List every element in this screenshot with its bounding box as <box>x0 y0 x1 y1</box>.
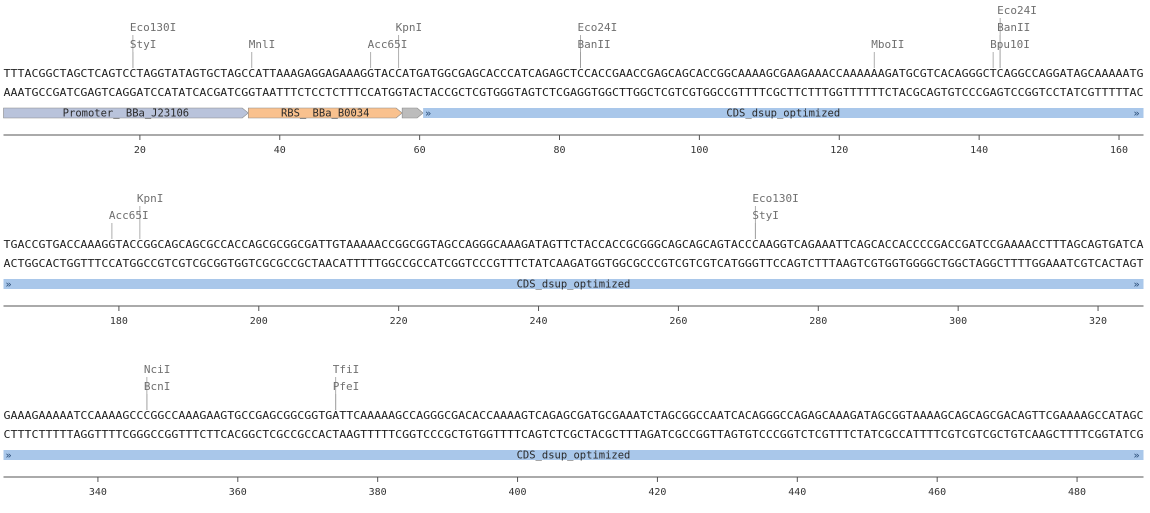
enzyme-label[interactable]: PfeI <box>333 380 360 393</box>
feature-label: CDS_dsup_optimized <box>517 279 631 291</box>
enzyme-label[interactable]: StyI <box>752 209 779 222</box>
enzyme-label[interactable]: KpnI <box>396 21 423 34</box>
enzyme-label[interactable]: KpnI <box>137 192 164 205</box>
feature-label: RBS_ BBa_B0034 <box>281 108 370 120</box>
feature-label: CDS_dsup_optimized <box>726 108 840 120</box>
forward-chevron-icon: » <box>6 280 12 291</box>
bottom-strand-sequence: AAATGCCGATCGAGTCAGGATCCATATCACGATCGGTAAT… <box>4 87 1144 99</box>
forward-chevron-icon: » <box>1134 280 1140 291</box>
feature-bar[interactable] <box>3 450 1144 460</box>
ruler-tick-label: 340 <box>89 487 107 498</box>
ruler-tick-label: 280 <box>809 316 827 327</box>
ruler-tick-label: 160 <box>1110 145 1128 156</box>
bottom-strand-sequence: ACTGGCACTGGTTTCCATGGCCGTCGTCGCGGTGGTCGCG… <box>4 258 1145 270</box>
forward-chevron-icon: » <box>425 109 431 120</box>
ruler-tick-label: 20 <box>134 145 146 156</box>
forward-chevron-icon: » <box>1134 109 1140 120</box>
enzyme-label[interactable]: BcnI <box>144 380 171 393</box>
ruler-tick-label: 180 <box>110 316 128 327</box>
feature-promoter[interactable]: Promoter_ BBa_J23106 <box>3 107 249 120</box>
ruler-tick-label: 220 <box>390 316 408 327</box>
enzyme-label[interactable]: NciI <box>144 363 171 376</box>
feature-label: CDS_dsup_optimized <box>517 450 631 462</box>
ruler-tick-label: 480 <box>1068 487 1086 498</box>
sequence-row-1: Eco130I StyI MnlI KpnI Acc65I Eco24I BanII MboI… <box>3 4 1144 156</box>
enzyme-label[interactable]: MnlI <box>249 38 276 51</box>
forward-chevron-icon: » <box>6 451 12 462</box>
ruler-tick-label: 440 <box>788 487 806 498</box>
enzyme-label[interactable]: StyI <box>130 38 157 51</box>
feature-arrow[interactable] <box>247 107 403 119</box>
enzyme-label[interactable]: Eco130I <box>752 192 798 205</box>
top-strand-sequence: TGACCGTGACCAAAGGTACCGGCAGCAGCGCCACCAGCGC… <box>4 239 1145 251</box>
enzyme-label[interactable]: Eco130I <box>130 21 176 34</box>
ruler-tick-label: 300 <box>949 316 967 327</box>
ruler-tick-label: 320 <box>1089 316 1107 327</box>
ruler-tick-label: 100 <box>690 145 708 156</box>
ruler-tick-label: 380 <box>369 487 387 498</box>
ruler-tick-label: 460 <box>928 487 946 498</box>
enzyme-label[interactable]: Bpu10I <box>990 38 1030 51</box>
feature-spacer[interactable] <box>401 107 424 119</box>
ruler-tick-label: 60 <box>414 145 426 156</box>
enzyme-label[interactable]: BanII <box>997 21 1030 34</box>
ruler-tick-label: 40 <box>274 145 286 156</box>
ruler-tick-label: 260 <box>669 316 687 327</box>
ruler-tick-label: 120 <box>830 145 848 156</box>
forward-chevron-icon: » <box>1134 451 1140 462</box>
ruler-tick-label: 360 <box>229 487 247 498</box>
feature-cds[interactable]: » » CDS_dsup_optimized <box>3 450 1144 462</box>
top-strand-sequence: TTTACGGCTAGCTCAGTCCTAGGTATAGTGCTAGCCATTA… <box>4 68 1144 80</box>
feature-label: Promoter_ BBa_J23106 <box>63 108 189 120</box>
feature-rbs[interactable]: RBS_ BBa_B0034 <box>247 107 403 120</box>
feature-bar[interactable] <box>423 108 1144 118</box>
ruler-tick-label: 140 <box>970 145 988 156</box>
feature-cds[interactable]: » » CDS_dsup_optimized <box>423 108 1144 120</box>
bottom-strand-sequence: CTTTCTTTTTAGGTTTTCGGGCCGGTTTCTTCACGGCTCG… <box>4 429 1144 441</box>
feature-arrow[interactable] <box>3 107 249 119</box>
ruler-tick-label: 240 <box>529 316 547 327</box>
enzyme-label[interactable]: BanII <box>577 38 610 51</box>
ruler-tick-label: 400 <box>509 487 527 498</box>
enzyme-label[interactable]: MboII <box>871 38 904 51</box>
ruler-tick-label: 80 <box>553 145 565 156</box>
top-strand-sequence: GAAAGAAAAATCCAAAAGCCCGGCCAAAGAAGTGCCGAGC… <box>4 410 1144 422</box>
sequence-row-2: KpnI Acc65I Eco130I StyI TGACCGTGACCAAAGGTAC… <box>3 192 1145 327</box>
enzyme-label[interactable]: Eco24I <box>997 4 1037 17</box>
enzyme-label[interactable]: Eco24I <box>577 21 617 34</box>
enzyme-label[interactable]: TfiI <box>333 363 360 376</box>
enzyme-label[interactable]: Acc65I <box>109 209 149 222</box>
feature-arrow[interactable] <box>401 107 424 119</box>
sequence-row-3: NciI BcnI TfiI PfeI GAAAGAAAAATCCAAAAGCCCGGC… <box>3 363 1144 498</box>
ruler-tick-label: 420 <box>648 487 666 498</box>
feature-cds[interactable]: » » CDS_dsup_optimized <box>3 279 1144 291</box>
enzyme-label[interactable]: Acc65I <box>368 38 408 51</box>
ruler-tick-label: 200 <box>250 316 268 327</box>
feature-bar[interactable] <box>3 279 1144 289</box>
